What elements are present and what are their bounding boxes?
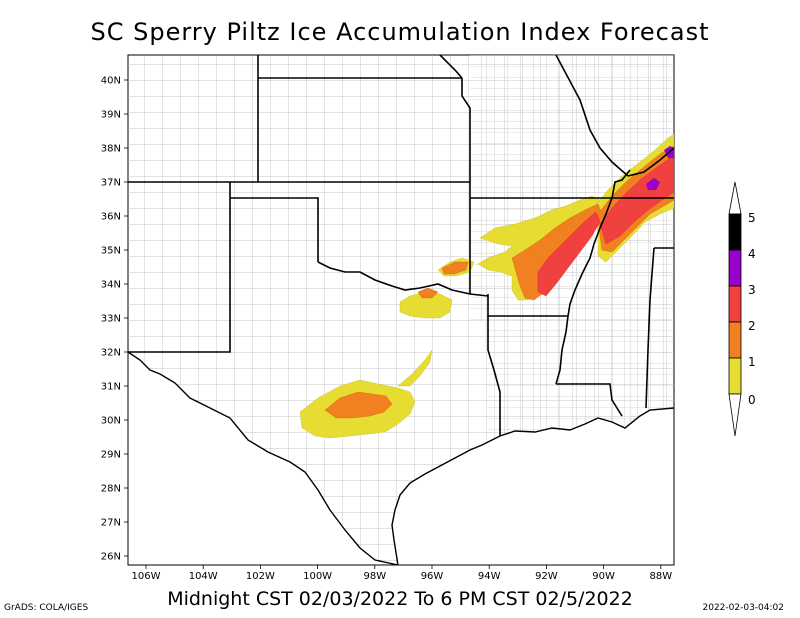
legend-label-3: 3 — [748, 283, 756, 297]
legend-top-arrow — [728, 181, 742, 215]
legend-box-5 — [728, 213, 742, 251]
lat-label: 26N — [101, 552, 121, 563]
lon-label: 96W — [421, 571, 444, 582]
legend-box-1 — [728, 357, 742, 395]
legend-box-2 — [728, 321, 742, 359]
lat-label: 34N — [101, 280, 121, 291]
rio-grande-border — [128, 351, 399, 565]
longitude-axis: 106W 104W 102W 100W 98W 96W 94W 92W 90W 88W — [132, 565, 672, 582]
legend-bottom-arrow — [728, 393, 742, 437]
lat-label: 39N — [101, 110, 121, 121]
lon-label: 104W — [189, 571, 218, 582]
lon-label: 94W — [478, 571, 501, 582]
state-boundaries — [128, 55, 674, 436]
lon-label: 100W — [303, 571, 332, 582]
legend-label-1: 1 — [748, 355, 756, 369]
legend-label-5: 5 — [748, 211, 756, 225]
lat-label: 35N — [101, 246, 121, 257]
lat-label: 28N — [101, 484, 121, 495]
lat-label: 31N — [101, 382, 121, 393]
lon-label: 88W — [649, 571, 672, 582]
lat-label: 40N — [101, 76, 121, 87]
lat-label: 27N — [101, 518, 121, 529]
lat-label: 29N — [101, 450, 121, 461]
map-area — [128, 55, 674, 565]
legend-box-4 — [728, 249, 742, 287]
lon-label: 92W — [535, 571, 558, 582]
lon-label: 98W — [363, 571, 386, 582]
legend-box-3 — [728, 285, 742, 323]
map-title: SC Sperry Piltz Ice Accumulation Index F… — [90, 18, 710, 46]
lat-label: 37N — [101, 178, 121, 189]
legend-label-0: 0 — [748, 393, 756, 407]
lon-label: 90W — [592, 571, 615, 582]
timestamp: 2022-02-03-04:02 — [702, 603, 785, 613]
lon-label: 102W — [246, 571, 275, 582]
legend-label-2: 2 — [748, 319, 756, 333]
legend-label-4: 4 — [748, 247, 756, 261]
ice-level-2 — [537, 155, 674, 297]
latitude-axis: 40N 39N 38N 37N 36N 35N 34N 33N 32N 31N 30N 29N 28N 2… — [101, 76, 128, 563]
legend-colorbar: 5 4 3 2 1 0 — [728, 181, 756, 437]
grads-credit: GrADS: COLA/IGES — [4, 603, 89, 613]
forecast-period: Midnight CST 02/03/2022 To 6 PM CST 02/5… — [167, 588, 633, 610]
lat-label: 32N — [101, 348, 121, 359]
lat-label: 38N — [101, 144, 121, 155]
lon-label: 106W — [132, 571, 161, 582]
lat-label: 33N — [101, 314, 121, 325]
lat-label: 36N — [101, 212, 121, 223]
lat-label: 30N — [101, 416, 121, 427]
